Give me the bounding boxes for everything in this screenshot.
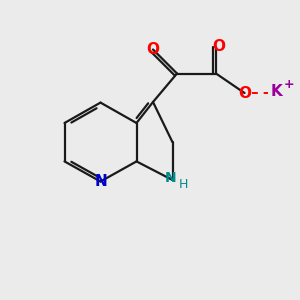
Text: N: N <box>165 172 177 185</box>
Text: O: O <box>212 39 225 54</box>
Text: +: + <box>283 77 294 91</box>
Text: N: N <box>94 174 107 189</box>
Text: H: H <box>179 178 189 191</box>
Text: O: O <box>146 42 160 57</box>
Text: K: K <box>270 84 282 99</box>
Text: O: O <box>238 85 251 100</box>
